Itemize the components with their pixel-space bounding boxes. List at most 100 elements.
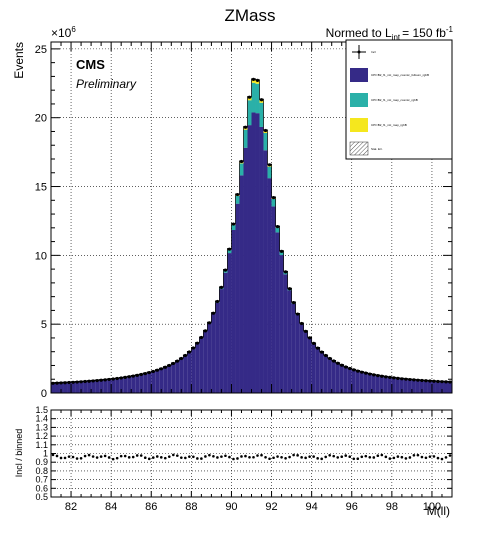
ratio-point bbox=[67, 455, 71, 458]
stack-bar-0 bbox=[295, 314, 300, 393]
ratio-point bbox=[288, 455, 291, 459]
stack-bar-0 bbox=[255, 113, 260, 393]
stack-bar-0 bbox=[243, 147, 248, 393]
stack-bar-0 bbox=[307, 337, 312, 393]
ratio-point bbox=[332, 454, 336, 458]
data-point bbox=[55, 381, 59, 385]
data-point bbox=[279, 249, 284, 253]
ratio-point bbox=[272, 456, 275, 460]
data-point bbox=[99, 378, 103, 382]
data-point bbox=[247, 95, 252, 99]
stack-bar-0 bbox=[63, 382, 68, 393]
data-point bbox=[115, 376, 119, 381]
y-tick-label: 15 bbox=[35, 182, 47, 194]
stack-bar-0 bbox=[183, 355, 188, 393]
stack-bar-1 bbox=[271, 198, 276, 207]
data-point bbox=[195, 341, 199, 345]
stack-bar-0 bbox=[403, 378, 408, 393]
data-point bbox=[336, 361, 340, 365]
data-point bbox=[416, 378, 420, 382]
data-point bbox=[131, 374, 135, 378]
ratio-point bbox=[256, 454, 259, 457]
ratio-point bbox=[424, 456, 428, 460]
stack-bar-0 bbox=[431, 380, 436, 393]
ratio-point bbox=[304, 456, 307, 460]
ratio-point bbox=[163, 456, 167, 460]
stack-bar-0 bbox=[419, 379, 424, 393]
ratio-point bbox=[196, 457, 199, 460]
stack-bar-0 bbox=[235, 203, 240, 393]
lumi-label: Normed to Lint = 150 fb-1 bbox=[326, 25, 454, 42]
stack-bar-0 bbox=[407, 378, 412, 393]
stack-bar-1 bbox=[235, 195, 240, 204]
ratio-point bbox=[220, 455, 223, 458]
ratio-y-tick-label: 0.7 bbox=[35, 475, 48, 485]
lumi-label-exponent: -1 bbox=[446, 25, 454, 34]
stack-bar-0 bbox=[91, 380, 96, 393]
x-tick-label: 82 bbox=[65, 501, 77, 513]
data-point bbox=[239, 159, 244, 164]
stack-bar-0 bbox=[199, 337, 204, 393]
data-point bbox=[324, 353, 328, 358]
ratio-point bbox=[360, 455, 364, 459]
y-tick-label: 10 bbox=[35, 250, 47, 262]
legend-swatch-cosmic bbox=[350, 93, 368, 107]
ratio-point bbox=[388, 457, 392, 460]
legend-entry-cosmic: CPI=B2_f1_ntc_map_cosmic_rgbB bbox=[350, 93, 418, 107]
y-axis-exponent-base: ×10 bbox=[51, 26, 72, 40]
data-point bbox=[348, 366, 352, 371]
y-tick-label: 20 bbox=[35, 113, 47, 125]
stack-bar-0 bbox=[415, 379, 420, 393]
ratio-point bbox=[404, 457, 408, 460]
ratio-point bbox=[364, 454, 368, 458]
ratio-point bbox=[432, 455, 436, 458]
data-point bbox=[300, 321, 304, 326]
data-point bbox=[203, 329, 207, 333]
stack-bar-0 bbox=[51, 382, 56, 393]
stack-bar-0 bbox=[319, 351, 324, 393]
stack-bar-0 bbox=[79, 381, 84, 393]
legend-entry-map: CPI=B2_f1_ntc_map_rgbB bbox=[350, 118, 407, 132]
data-point bbox=[63, 381, 67, 385]
data-point bbox=[95, 378, 99, 383]
y-tick-label: 25 bbox=[35, 44, 47, 56]
data-point bbox=[400, 377, 404, 381]
ratio-point bbox=[448, 454, 452, 457]
stack-bar-0 bbox=[271, 206, 276, 393]
ratio-point bbox=[159, 456, 163, 459]
stack-bar-0 bbox=[355, 370, 360, 393]
ratio-point bbox=[412, 454, 416, 457]
stack-bar-0 bbox=[223, 272, 228, 393]
ratio-point bbox=[228, 455, 231, 459]
data-point bbox=[255, 78, 260, 82]
ratio-point bbox=[344, 454, 348, 457]
ratio-point bbox=[276, 455, 279, 458]
data-point bbox=[356, 369, 360, 373]
data-point bbox=[380, 374, 384, 378]
stack-bar-0 bbox=[275, 232, 280, 393]
stack-bar-1 bbox=[267, 166, 272, 179]
data-point bbox=[412, 378, 416, 382]
ratio-point bbox=[192, 455, 195, 459]
stack-bar-0 bbox=[323, 355, 328, 393]
data-point bbox=[396, 376, 400, 380]
data-point bbox=[332, 359, 336, 363]
y-tick-label: 0 bbox=[41, 388, 47, 400]
ratio-point bbox=[83, 454, 87, 458]
stack-bar-0 bbox=[123, 376, 128, 393]
stack-bar-0 bbox=[207, 323, 212, 393]
x-tick-label: 96 bbox=[346, 501, 358, 513]
ratio-point bbox=[244, 454, 247, 458]
data-point bbox=[392, 376, 396, 380]
ratio-point bbox=[123, 454, 127, 458]
data-point bbox=[296, 312, 300, 316]
ratio-point bbox=[127, 456, 131, 459]
legend-label-staterr: Stat. Err. bbox=[371, 147, 383, 151]
stack-bar-0 bbox=[331, 360, 336, 393]
x-tick-label: 84 bbox=[105, 501, 117, 513]
stack-bar-1 bbox=[227, 249, 232, 254]
data-point bbox=[119, 376, 123, 380]
data-point bbox=[364, 371, 368, 375]
stack-bar-0 bbox=[335, 362, 340, 393]
